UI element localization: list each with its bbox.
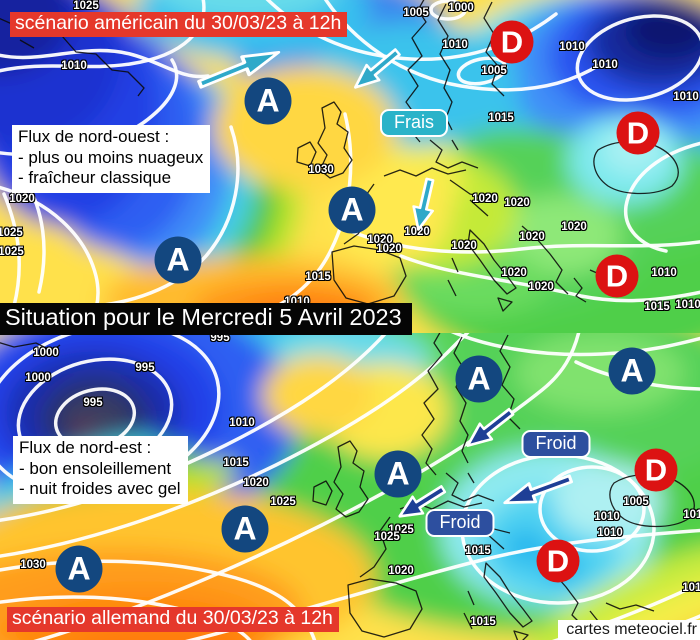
pressure-label: 1010 <box>675 299 700 311</box>
temperature-chip-froid: Froid <box>521 430 591 458</box>
pressure-label: 1005 <box>403 7 429 19</box>
pressure-label: 1000 <box>33 347 59 359</box>
pressure-label: 1030 <box>308 164 334 176</box>
pressure-label: 1015 <box>488 112 514 124</box>
low-pressure-marker: D <box>595 254 639 298</box>
info-title: Flux de nord-est : <box>19 438 152 457</box>
attribution-watermark: cartes meteociel.fr <box>558 620 700 640</box>
pressure-label: 1025 <box>0 227 23 239</box>
scenario-banner-german: scénario allemand du 30/03/23 à 12h <box>7 607 339 632</box>
high-pressure-marker: A <box>55 545 103 593</box>
pressure-label: 1010 <box>559 41 585 53</box>
pressure-label: 995 <box>135 362 155 374</box>
low-pressure-marker: D <box>616 111 660 155</box>
pressure-label: 1010 <box>229 417 255 429</box>
flow-arrow-icon <box>405 175 443 235</box>
pressure-label: 1020 <box>451 240 477 252</box>
pressure-label: 1015 <box>305 271 331 283</box>
pressure-label: 1020 <box>519 231 545 243</box>
high-pressure-marker: A <box>608 347 656 395</box>
pressure-label: 1010 <box>592 59 618 71</box>
high-pressure-marker: A <box>455 355 503 403</box>
high-pressure-marker: A <box>374 450 422 498</box>
pressure-label: 995 <box>210 333 230 344</box>
pressure-label: 1000 <box>25 372 51 384</box>
info-line: - bon ensoleillement <box>19 458 172 478</box>
flow-arrow-icon <box>345 41 408 99</box>
info-box-northeast-flow: Flux de nord-est : - bon ensoleillement … <box>13 436 188 504</box>
low-pressure-marker: D <box>536 539 580 583</box>
flow-arrow-icon <box>497 466 577 516</box>
pressure-label: 1020 <box>376 243 402 255</box>
pressure-label: 1025 <box>73 0 99 12</box>
flow-arrow-icon <box>457 400 520 457</box>
pressure-label: 1010 <box>597 527 623 539</box>
info-line: - nuit froides avec gel <box>19 479 181 498</box>
high-pressure-marker: A <box>221 505 269 553</box>
pressure-label: 1010 <box>651 267 677 279</box>
pressure-label: 1015 <box>465 545 491 557</box>
pressure-label: 1025 <box>0 246 24 258</box>
pressure-label: 1015 <box>682 582 700 594</box>
high-pressure-marker: A <box>154 236 202 284</box>
pressure-label: 1025 <box>388 524 414 536</box>
situation-date-banner: Situation pour le Mercredi 5 Avril 2023 <box>0 303 412 335</box>
low-pressure-marker: D <box>634 448 678 492</box>
info-title: Flux de nord-ouest : <box>18 127 170 146</box>
map-american-scenario: 1025 1010 1020 1025 1025 1030 1015 1010 1005 1000… <box>0 0 700 333</box>
info-line: - plus ou moins nuageux <box>18 147 204 167</box>
info-box-northwest-flow: Flux de nord-ouest : - plus ou moins nua… <box>12 125 211 193</box>
pressure-label: 1020 <box>388 565 414 577</box>
high-pressure-marker: A <box>244 77 292 125</box>
pressure-label: 995 <box>83 397 103 409</box>
flow-arrow-icon <box>192 39 287 98</box>
high-pressure-marker: A <box>328 186 376 234</box>
pressure-label: 1025 <box>270 496 296 508</box>
pressure-label: 1010 <box>673 91 699 103</box>
info-line: - fraîcheur classique <box>18 168 172 187</box>
pressure-label: 1005 <box>481 65 507 77</box>
pressure-label: 1005 <box>623 496 649 508</box>
pressure-label: 1020 <box>9 193 35 205</box>
map-german-scenario: 995 1000 995 1000 995 1010 1015 1020 1025 1030 102… <box>0 333 700 640</box>
temperature-chip-froid: Froid <box>425 509 495 537</box>
pressure-label: 1020 <box>367 234 393 246</box>
pressure-label: 1015 <box>644 301 670 313</box>
pressure-label: 1000 <box>448 2 474 14</box>
temperature-chip-frais: Frais <box>380 109 448 137</box>
pressure-label: 1020 <box>504 197 530 209</box>
pressure-label: 1010 <box>683 509 700 521</box>
pressure-label: 1020 <box>404 226 430 238</box>
pressure-label: 1020 <box>561 221 587 233</box>
pressure-label: 1020 <box>501 267 527 279</box>
pressure-label: 1010 <box>61 60 87 72</box>
pressure-label: 1015 <box>223 457 249 469</box>
pressure-label: 1015 <box>470 616 496 628</box>
pressure-label: 1025 <box>374 531 400 543</box>
pressure-label: 1010 <box>442 39 468 51</box>
pressure-label: 1020 <box>528 281 554 293</box>
low-pressure-marker: D <box>490 20 534 64</box>
scenario-banner-american: scénario américain du 30/03/23 à 12h <box>10 12 348 37</box>
pressure-label: 1030 <box>20 559 46 571</box>
pressure-label: 1020 <box>472 193 498 205</box>
pressure-label: 1010 <box>594 511 620 523</box>
flow-arrow-icon <box>390 477 451 529</box>
pressure-label: 1020 <box>243 477 269 489</box>
